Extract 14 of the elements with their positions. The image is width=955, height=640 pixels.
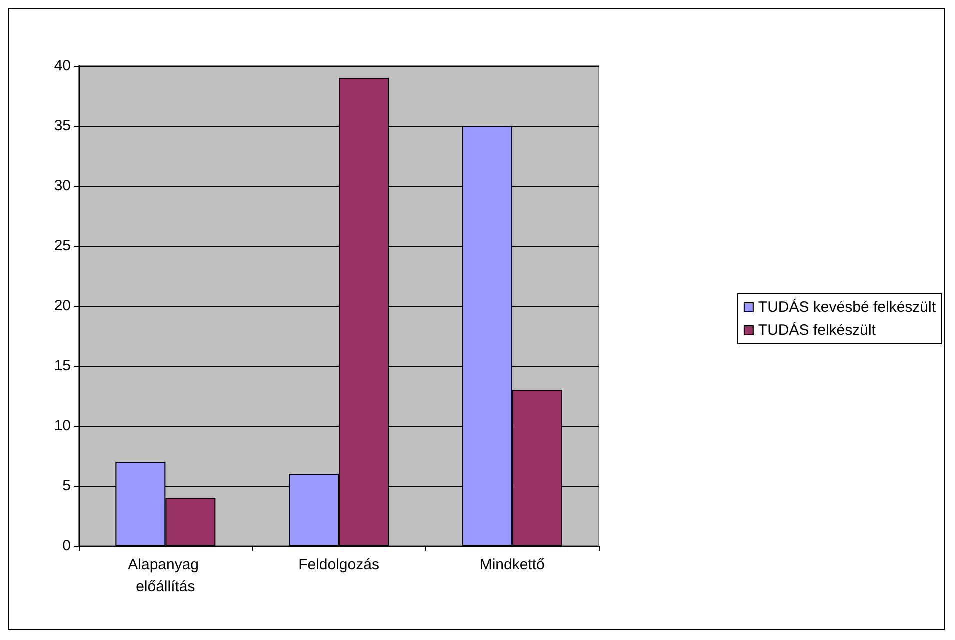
y-tick-label: 35	[54, 118, 71, 134]
y-tick-label: 5	[62, 478, 71, 494]
y-tick-label: 30	[54, 178, 71, 194]
y-tick-label: 0	[62, 538, 71, 554]
y-tick-label: 10	[54, 418, 71, 434]
x-tick-label: Feldolgozás	[298, 556, 380, 574]
y-tick-label: 15	[54, 358, 71, 374]
x-tick-label: Alapanyag előállítás	[128, 556, 204, 596]
legend-label: TUDÁS kevésbé felkészült	[758, 298, 937, 316]
legend-label: TUDÁS felkészült	[758, 321, 877, 339]
y-tick-label: 25	[54, 238, 71, 254]
x-tick-label: Mindkettő	[480, 556, 545, 574]
y-tick-label: 20	[54, 298, 71, 314]
y-tick-label: 40	[54, 58, 71, 74]
